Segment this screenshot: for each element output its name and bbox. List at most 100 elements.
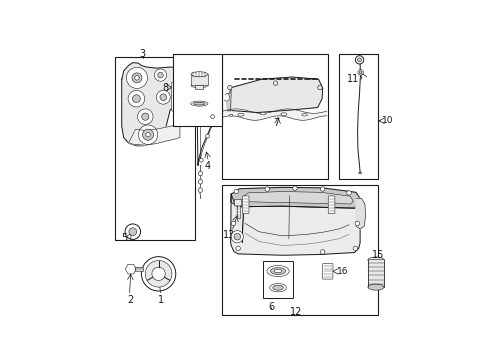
Circle shape [357, 58, 361, 62]
Ellipse shape [358, 172, 361, 174]
Circle shape [132, 73, 142, 83]
Circle shape [205, 134, 209, 138]
Polygon shape [223, 109, 326, 120]
Circle shape [198, 171, 202, 176]
Circle shape [198, 188, 202, 192]
Polygon shape [128, 125, 180, 145]
Polygon shape [122, 63, 189, 146]
Bar [339, 54, 377, 179]
Circle shape [357, 69, 363, 75]
Ellipse shape [272, 285, 283, 290]
Ellipse shape [191, 83, 207, 88]
Polygon shape [230, 194, 359, 255]
Ellipse shape [190, 101, 207, 106]
Circle shape [145, 132, 150, 137]
Circle shape [235, 246, 240, 251]
Circle shape [231, 221, 235, 226]
FancyBboxPatch shape [242, 196, 248, 214]
Circle shape [135, 76, 139, 80]
FancyBboxPatch shape [327, 196, 334, 214]
Bar [115, 57, 195, 240]
Circle shape [320, 187, 324, 191]
Circle shape [227, 85, 232, 90]
Circle shape [154, 69, 166, 81]
Text: 15: 15 [371, 250, 384, 260]
Circle shape [158, 72, 163, 78]
Circle shape [145, 261, 172, 287]
Circle shape [152, 267, 165, 280]
Circle shape [132, 95, 140, 103]
Circle shape [160, 94, 166, 100]
FancyBboxPatch shape [171, 82, 186, 111]
Bar [221, 185, 377, 315]
Polygon shape [230, 187, 359, 208]
Circle shape [128, 90, 144, 107]
Circle shape [142, 129, 153, 140]
Circle shape [141, 257, 175, 291]
FancyBboxPatch shape [322, 264, 332, 279]
Circle shape [129, 228, 137, 235]
Polygon shape [355, 198, 365, 229]
Ellipse shape [269, 284, 286, 292]
Circle shape [142, 113, 148, 120]
Circle shape [156, 90, 170, 104]
Circle shape [264, 187, 269, 191]
Circle shape [138, 125, 158, 144]
FancyBboxPatch shape [234, 199, 241, 206]
Circle shape [292, 186, 297, 190]
Circle shape [359, 71, 361, 74]
Bar [236, 204, 240, 219]
Bar [221, 54, 327, 179]
Text: 16: 16 [336, 267, 348, 276]
Ellipse shape [280, 113, 286, 116]
Circle shape [352, 246, 357, 251]
Bar [367, 260, 383, 287]
Text: 14: 14 [264, 292, 275, 301]
Bar [173, 54, 221, 126]
Text: 11: 11 [346, 74, 359, 84]
Text: 8: 8 [163, 82, 168, 93]
Circle shape [137, 109, 153, 125]
Polygon shape [242, 192, 352, 243]
Circle shape [198, 180, 202, 184]
Text: 4: 4 [204, 161, 210, 171]
Bar [191, 74, 207, 85]
Polygon shape [224, 93, 229, 102]
Circle shape [233, 189, 238, 194]
Circle shape [355, 56, 363, 64]
Circle shape [320, 250, 324, 254]
Circle shape [199, 158, 203, 162]
Text: 10: 10 [382, 116, 393, 125]
Circle shape [233, 233, 240, 240]
Text: 3: 3 [139, 49, 145, 59]
Polygon shape [226, 87, 231, 111]
Text: 12: 12 [289, 306, 302, 316]
Polygon shape [197, 109, 216, 165]
Ellipse shape [229, 114, 232, 116]
Ellipse shape [367, 284, 383, 290]
Circle shape [126, 67, 147, 89]
Text: 6: 6 [268, 302, 274, 312]
Circle shape [125, 224, 140, 239]
Polygon shape [226, 77, 322, 112]
Bar [195, 85, 203, 89]
Ellipse shape [260, 112, 265, 115]
Ellipse shape [270, 267, 285, 275]
Bar [263, 261, 292, 298]
Bar [135, 267, 143, 271]
Circle shape [346, 191, 350, 195]
Ellipse shape [266, 266, 288, 276]
Circle shape [231, 231, 243, 243]
Text: 13: 13 [223, 230, 235, 240]
Text: 9: 9 [175, 99, 182, 109]
Ellipse shape [193, 102, 205, 105]
Text: 5: 5 [121, 233, 127, 243]
Circle shape [317, 85, 322, 90]
Ellipse shape [274, 269, 282, 273]
Text: 1: 1 [158, 294, 164, 305]
Text: 2: 2 [127, 294, 133, 305]
Ellipse shape [237, 113, 244, 116]
Ellipse shape [367, 257, 383, 263]
Ellipse shape [191, 72, 207, 77]
Circle shape [273, 81, 277, 85]
